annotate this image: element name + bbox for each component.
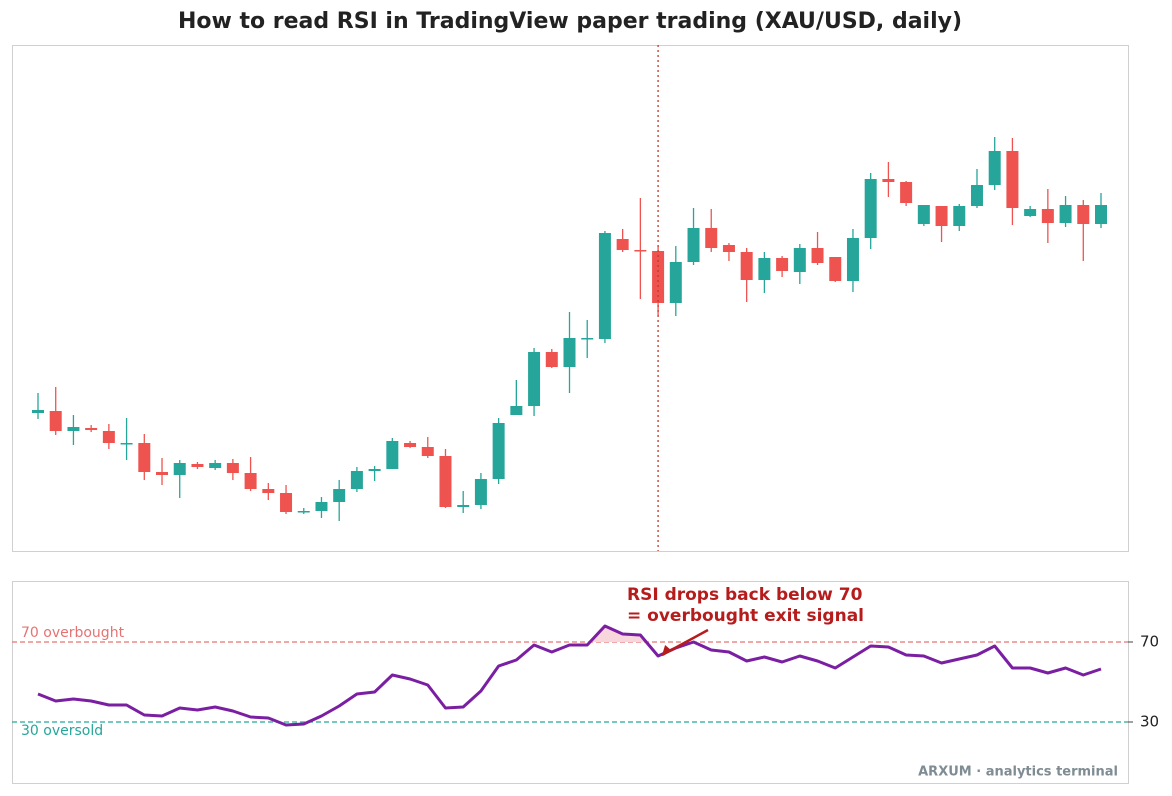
- arrow-head: [662, 645, 673, 655]
- candle-body: [49, 411, 62, 431]
- candle-body: [315, 502, 328, 511]
- candle-body: [439, 456, 452, 507]
- candle-body: [280, 493, 293, 512]
- candle-body: [32, 410, 44, 413]
- candle-body: [102, 431, 115, 443]
- candle-body: [138, 443, 151, 472]
- candle-body: [846, 238, 859, 281]
- candle-body: [244, 473, 257, 489]
- candle-body: [457, 505, 470, 507]
- candle-body: [191, 464, 204, 467]
- annotation: RSI drops back below 70: [627, 585, 863, 605]
- candle-body: [970, 185, 983, 206]
- candle-body: [173, 463, 186, 475]
- candle-body: [616, 239, 629, 250]
- candle-body: [705, 228, 718, 248]
- y-tick-label: 30: [1140, 713, 1159, 731]
- candle-body: [581, 338, 594, 340]
- candle-body: [793, 248, 806, 272]
- candle-body: [882, 179, 895, 182]
- candle-body: [421, 447, 434, 456]
- chart-title: How to read RSI in TradingView paper tra…: [178, 9, 962, 34]
- candle-body: [528, 352, 541, 406]
- candle-body: [598, 233, 611, 339]
- candle-body: [510, 406, 523, 415]
- candle-body: [811, 248, 824, 263]
- candle-body: [1041, 209, 1054, 223]
- candle-body: [404, 443, 417, 447]
- candle-body: [386, 441, 399, 469]
- candle-body: [988, 151, 1001, 185]
- candle-body: [1059, 205, 1072, 223]
- candle-body: [368, 469, 381, 471]
- candle-body: [120, 443, 133, 445]
- candle-body: [864, 179, 877, 238]
- candle-body: [1006, 151, 1019, 208]
- candle-body: [1095, 205, 1107, 224]
- candle-body: [917, 205, 930, 224]
- candle-body: [333, 489, 346, 502]
- rsi-panel: [12, 581, 1129, 784]
- candle-body: [262, 489, 275, 493]
- candle-body: [67, 427, 80, 431]
- candle-body: [474, 479, 487, 505]
- candle-body: [350, 471, 363, 489]
- level-label: 30 oversold: [21, 723, 103, 739]
- candle-body: [156, 472, 169, 475]
- candle-body: [563, 338, 576, 367]
- candle-body: [209, 463, 222, 468]
- footer: ARXUM · analytics terminal: [918, 765, 1118, 780]
- rsi-line: [37, 624, 1102, 727]
- candle-body: [85, 428, 98, 430]
- candle-body: [776, 258, 789, 271]
- candle-body: [1024, 209, 1037, 216]
- candle-body: [829, 257, 842, 281]
- candle-body: [669, 262, 682, 303]
- candle-body: [935, 206, 948, 226]
- annotation: = overbought exit signal: [627, 606, 864, 626]
- candle-body: [687, 228, 700, 262]
- candle-body: [900, 182, 913, 203]
- y-tick-label: 70: [1140, 633, 1159, 651]
- level-label: 70 overbought: [21, 625, 125, 641]
- candle-body: [492, 423, 505, 479]
- candle-body: [758, 258, 771, 280]
- candle-body: [953, 206, 966, 226]
- candle-body: [634, 250, 647, 252]
- candle-body: [1077, 205, 1090, 224]
- price-panel: [12, 45, 1129, 552]
- candle-body: [545, 352, 558, 367]
- candle-body: [226, 463, 239, 473]
- candle-body: [722, 245, 735, 252]
- candle-body: [297, 511, 310, 513]
- candle-body: [740, 252, 753, 280]
